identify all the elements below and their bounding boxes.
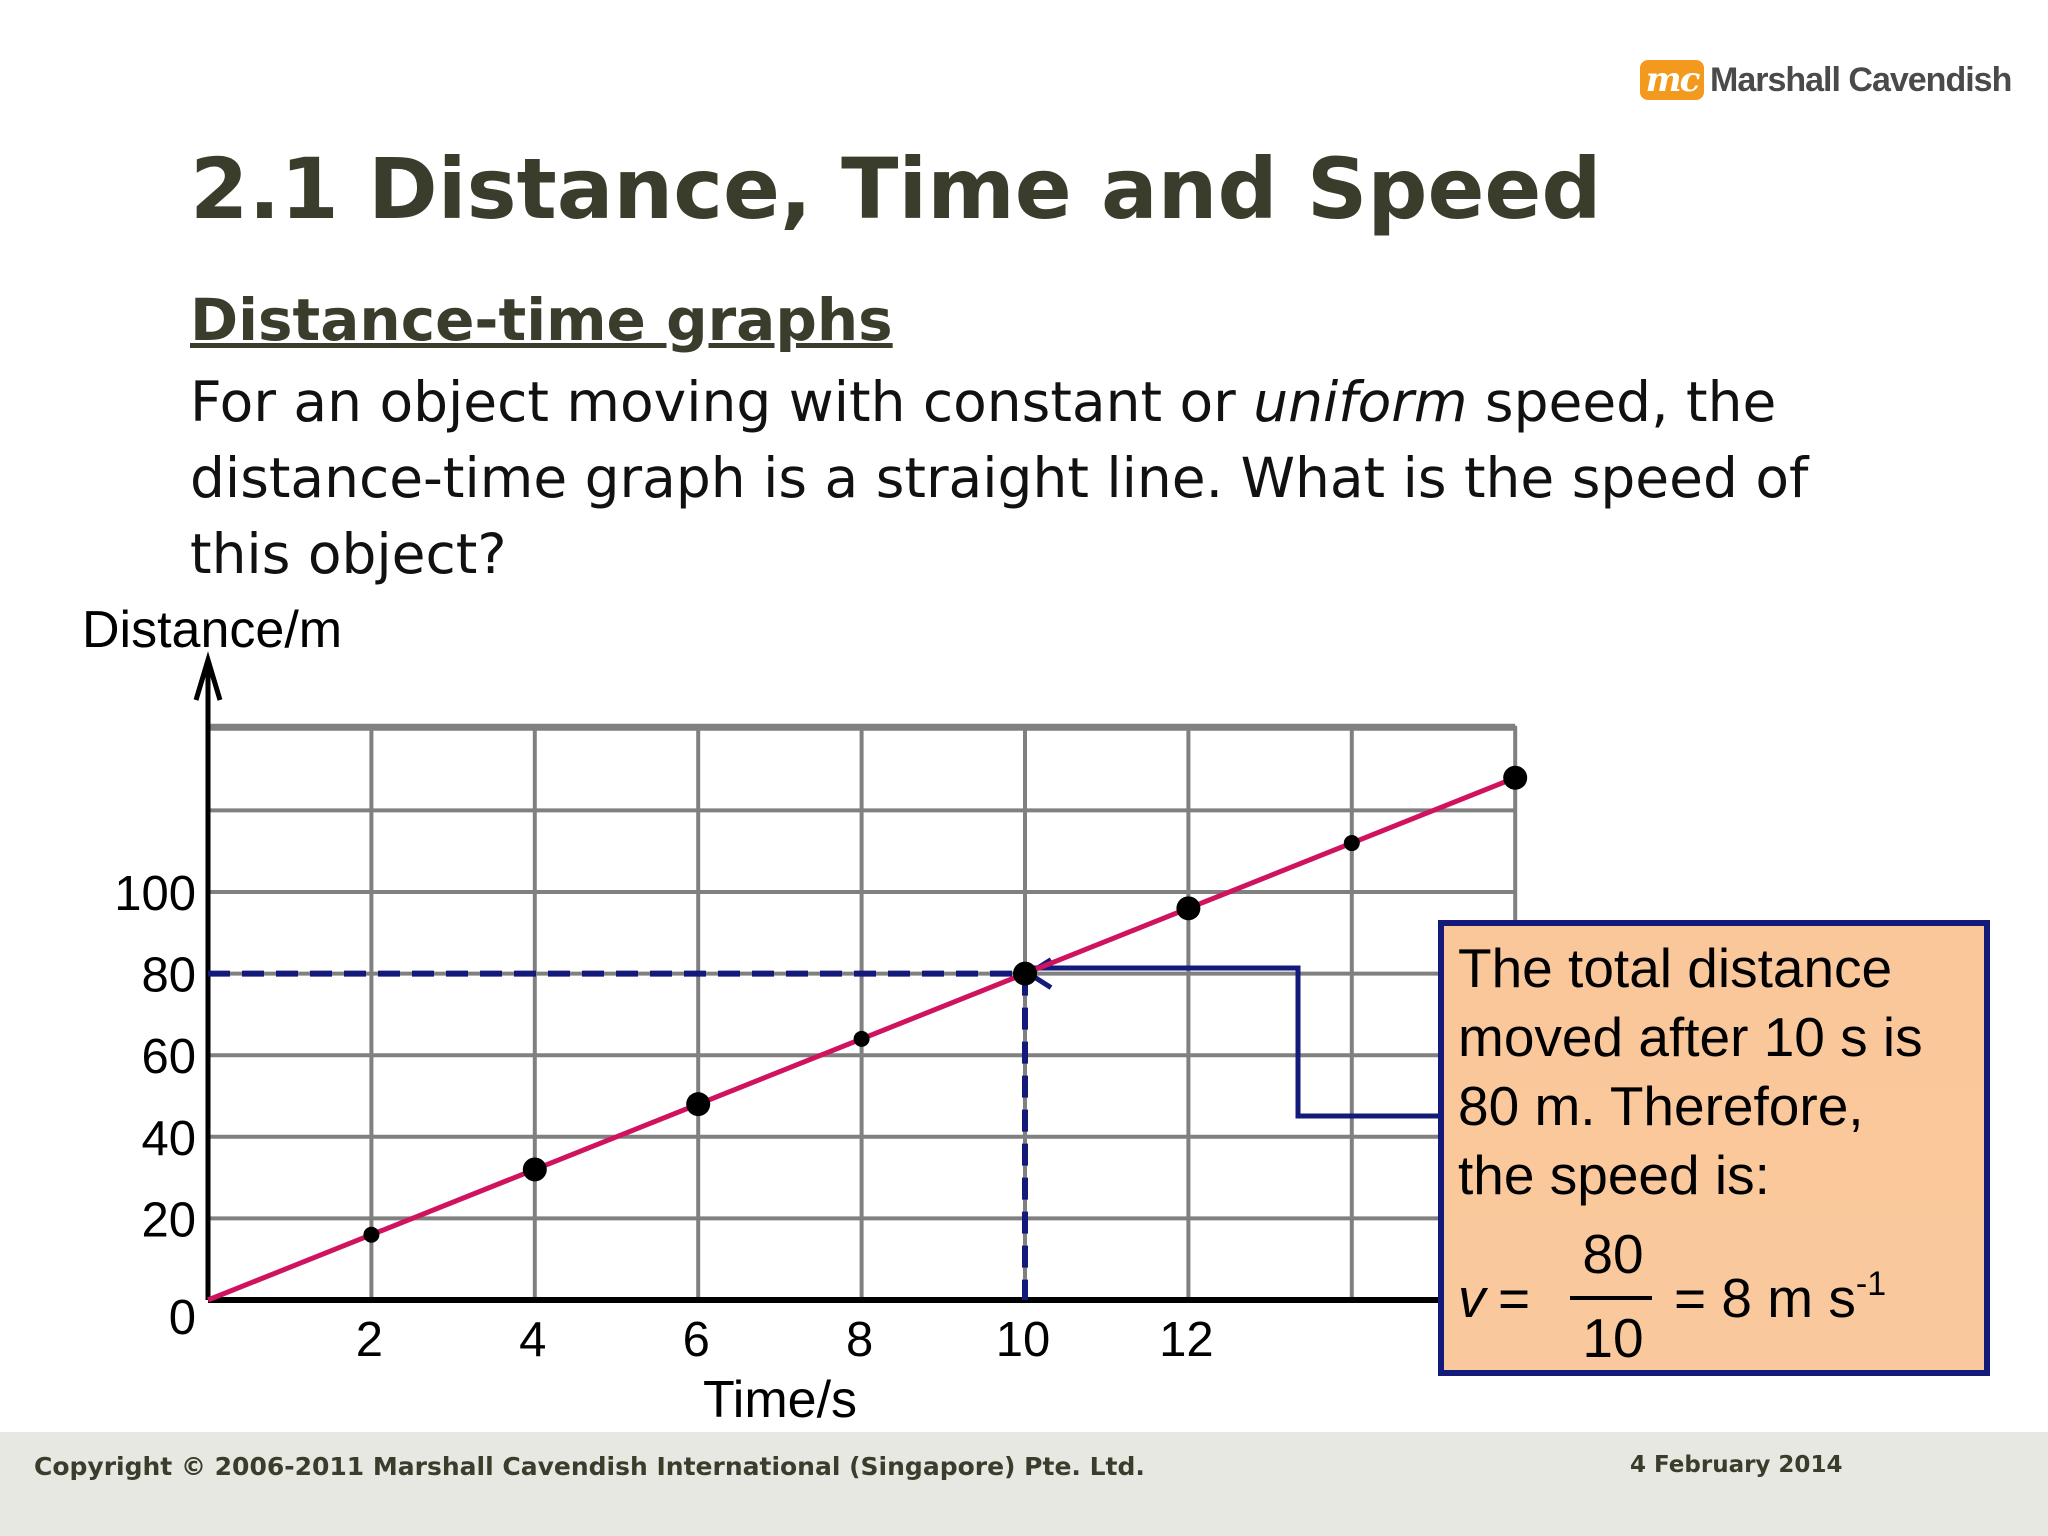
x-tick-label: 2 xyxy=(356,1313,383,1367)
x-axis-label: Time/s xyxy=(703,1371,857,1429)
data-point xyxy=(1503,765,1528,790)
y-axis-label: Distance/m xyxy=(82,601,342,659)
y-tick-label: 20 xyxy=(141,1193,196,1247)
formula-result-text: = 8 m s xyxy=(1674,1267,1856,1329)
x-tick-label: 8 xyxy=(846,1313,873,1367)
copyright-text: Copyright © 2006-2011 Marshall Cavendish… xyxy=(34,1452,1145,1481)
fraction-bar xyxy=(1570,1296,1652,1300)
x-tick-label: 12 xyxy=(1159,1313,1214,1367)
y-tick-label: 0 xyxy=(169,1291,196,1345)
y-tick-label: 80 xyxy=(141,949,196,1003)
formula-result: = 8 m s-1 xyxy=(1674,1264,1886,1333)
callout-line: moved after 10 s is xyxy=(1458,1006,1923,1068)
y-tick-label: 60 xyxy=(141,1030,196,1084)
chart-labels: 2 4 6 8 10 12 0 20 40 60 80 100 xyxy=(114,867,1213,1367)
distance-time-chart: 2 4 6 8 10 12 0 20 40 60 80 100 Distance/m Time/s xyxy=(82,601,1528,1429)
callout-line: the speed is: xyxy=(1458,1144,1770,1206)
data-point xyxy=(1013,961,1037,986)
data-point xyxy=(686,1092,711,1117)
x-tick-label: 10 xyxy=(996,1313,1051,1367)
speed-formula: v = 80 10 = 8 m s-1 xyxy=(1458,1223,1978,1369)
chart-grid xyxy=(206,723,1518,1300)
slide-title: 2.1 Distance, Time and Speed xyxy=(190,140,1602,238)
logo-mark: mc xyxy=(1640,60,1704,100)
callout-connector xyxy=(1029,965,1438,1119)
slide-subtitle: Distance-time graphs xyxy=(190,286,893,354)
callout-line: 80 m. Therefore, xyxy=(1458,1075,1864,1137)
data-point xyxy=(1176,896,1201,921)
formula-numerator: 80 xyxy=(1582,1223,1644,1285)
chart-axes xyxy=(193,651,1440,1303)
body-text-end: speed, the distance-time graph is a stra… xyxy=(190,370,1809,586)
formula-equals: = xyxy=(1498,1267,1531,1329)
y-tick-label: 100 xyxy=(114,867,196,921)
y-axis-arrow-icon xyxy=(193,651,223,701)
brand-logo: mc Marshall Cavendish xyxy=(1640,58,2012,102)
speed-callout: The total distance moved after 10 s is 8… xyxy=(1438,920,1990,1376)
callout-line: The total distance xyxy=(1458,937,1893,999)
slide-footer: Copyright © 2006-2011 Marshall Cavendish… xyxy=(0,1432,2048,1536)
x-tick-label: 6 xyxy=(683,1313,710,1367)
chart-series xyxy=(207,765,1528,1303)
slide-body: For an object moving with constant or un… xyxy=(190,364,1910,592)
formula-variable: v xyxy=(1458,1267,1486,1329)
data-point xyxy=(363,1226,380,1243)
data-point xyxy=(1343,835,1360,852)
data-point xyxy=(853,1030,870,1047)
y-tick-label: 40 xyxy=(141,1112,196,1166)
chart-guides xyxy=(208,957,1438,1300)
body-text-emphasis: uniform xyxy=(1253,370,1468,434)
logo-text: Marshall Cavendish xyxy=(1710,60,2012,99)
slide-date: 4 February 2014 xyxy=(1630,1452,1843,1478)
body-text-start: For an object moving with constant or xyxy=(190,370,1254,434)
x-tick-label: 4 xyxy=(519,1313,546,1367)
formula-denominator: 10 xyxy=(1582,1307,1644,1369)
formula-result-exponent: -1 xyxy=(1855,1265,1887,1303)
data-point xyxy=(522,1157,547,1182)
